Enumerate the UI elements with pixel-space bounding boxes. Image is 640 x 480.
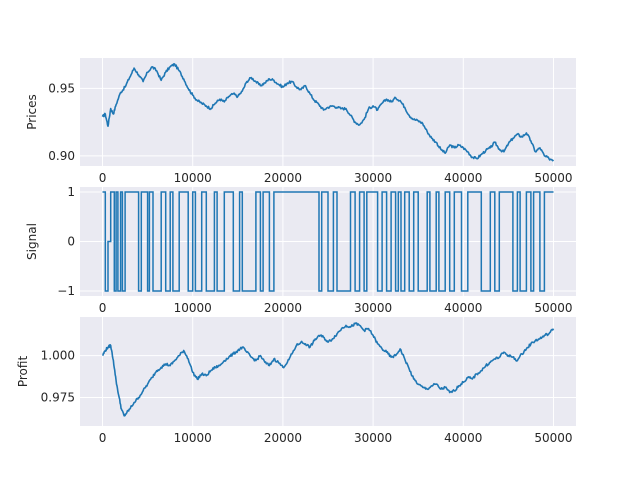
prices-panel: 0 10000 20000 30000 40000 50000 0.90 0.95 Prices: [25, 58, 576, 185]
signal-y-axis-label: Signal: [25, 223, 39, 260]
profit-y-axis-label: Profit: [16, 356, 30, 388]
prices-series-line: [101, 63, 555, 162]
profit-y-tick-label: 0.975: [41, 390, 75, 404]
signal-y-tick-label: −1: [57, 284, 75, 298]
prices-x-tick-label: 20000: [264, 171, 302, 185]
signal-y-tick-label: 0: [67, 235, 75, 249]
signal-x-tick-label: 50000: [534, 301, 572, 315]
profit-x-tick-label: 0: [99, 431, 107, 445]
profit-x-tick-label: 10000: [174, 431, 212, 445]
prices-x-tick-label: 50000: [534, 171, 572, 185]
profit-x-tick-label: 50000: [534, 431, 572, 445]
prices-x-tick-label: 40000: [444, 171, 482, 185]
prices-x-tick-label: 10000: [174, 171, 212, 185]
signal-x-tick-label: 40000: [444, 301, 482, 315]
prices-x-tick-label: 0: [99, 171, 107, 185]
prices-x-tick-label: 30000: [354, 171, 392, 185]
profit-plot-area: [80, 317, 576, 426]
profit-y-tick-label: 1.000: [41, 349, 75, 363]
signal-x-tick-label: 0: [99, 301, 107, 315]
prices-y-tick-label: 0.90: [48, 149, 75, 163]
signal-panel: 0 10000 20000 30000 40000 50000 −1 0 1 Signal: [25, 185, 576, 315]
profit-x-tick-label: 20000: [264, 431, 302, 445]
prices-y-axis-label: Prices: [25, 94, 39, 130]
prices-plot-area: [80, 58, 576, 166]
signal-x-tick-label: 30000: [354, 301, 392, 315]
profit-series-line: [101, 322, 555, 417]
signal-x-tick-label: 20000: [264, 301, 302, 315]
profit-x-tick-label: 30000: [354, 431, 392, 445]
signal-y-tick-label: 1: [67, 185, 75, 199]
prices-y-tick-label: 0.95: [48, 81, 75, 95]
signal-x-tick-label: 10000: [174, 301, 212, 315]
profit-x-tick-label: 40000: [444, 431, 482, 445]
profit-panel: 0 10000 20000 30000 40000 50000 0.975 1.000 Prof…: [16, 317, 576, 445]
signal-series-line: [102, 191, 554, 292]
